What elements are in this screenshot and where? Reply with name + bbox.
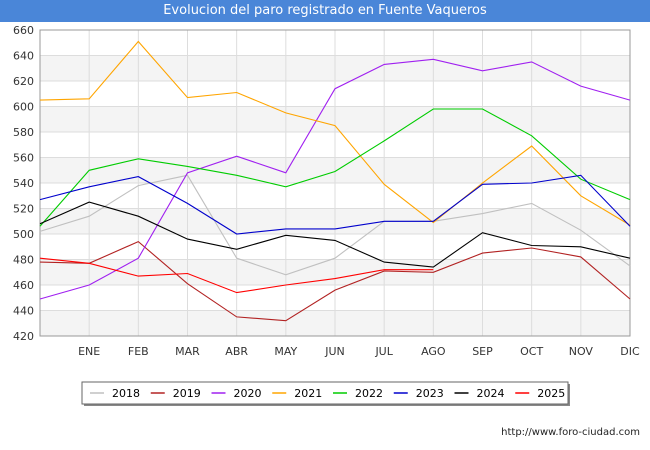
x-tick-label: JUL bbox=[374, 345, 393, 358]
y-tick-label: 620 bbox=[13, 75, 34, 88]
y-tick-label: 460 bbox=[13, 279, 34, 292]
x-tick-label: AGO bbox=[421, 345, 446, 358]
series-line-2019 bbox=[39, 240, 631, 322]
x-tick-label: SEP bbox=[472, 345, 493, 358]
legend-box bbox=[81, 381, 569, 405]
legend-label-2021: 2021 bbox=[294, 387, 322, 400]
series-line-2018 bbox=[39, 174, 631, 276]
legend-label-2019: 2019 bbox=[173, 387, 201, 400]
y-tick-label: 560 bbox=[13, 152, 34, 165]
series-line-2020 bbox=[39, 58, 631, 300]
y-tick-label: 520 bbox=[13, 203, 34, 216]
y-tick-label: 660 bbox=[13, 24, 34, 37]
y-tick-label: 580 bbox=[13, 126, 34, 139]
legend-label-2023: 2023 bbox=[416, 387, 444, 400]
source-url[interactable]: http://www.foro-ciudad.com bbox=[501, 427, 640, 438]
x-tick-label: MAY bbox=[274, 345, 297, 358]
x-tick-label: DIC bbox=[620, 345, 640, 358]
x-tick-label: FEB bbox=[128, 345, 149, 358]
y-tick-label: 500 bbox=[13, 228, 34, 241]
y-tick-label: 600 bbox=[13, 101, 34, 114]
legend-label-2022: 2022 bbox=[355, 387, 383, 400]
x-tick-label: ENE bbox=[78, 345, 100, 358]
chart-title: Evolucion del paro registrado en Fuente … bbox=[0, 0, 650, 22]
series-line-2024 bbox=[39, 201, 631, 268]
y-tick-label: 640 bbox=[13, 50, 34, 63]
series-line-2021 bbox=[39, 40, 631, 226]
y-tick-label: 540 bbox=[13, 177, 34, 190]
y-tick-label: 420 bbox=[13, 330, 34, 343]
x-tick-label: NOV bbox=[569, 345, 594, 358]
legend-label-2025: 2025 bbox=[537, 387, 565, 400]
x-tick-label: OCT bbox=[520, 345, 543, 358]
plot-border bbox=[39, 29, 631, 337]
y-tick-label: 440 bbox=[13, 305, 34, 318]
x-tick-label: MAR bbox=[175, 345, 200, 358]
series-line-2023 bbox=[39, 174, 631, 235]
y-tick-label: 480 bbox=[13, 254, 34, 267]
series-line-2025 bbox=[39, 257, 434, 294]
legend-label-2020: 2020 bbox=[234, 387, 262, 400]
x-tick-label: ABR bbox=[225, 345, 248, 358]
series-line-2022 bbox=[39, 108, 631, 227]
legend-label-2024: 2024 bbox=[477, 387, 505, 400]
x-tick-label: JUN bbox=[324, 345, 345, 358]
legend-label-2018: 2018 bbox=[112, 387, 140, 400]
